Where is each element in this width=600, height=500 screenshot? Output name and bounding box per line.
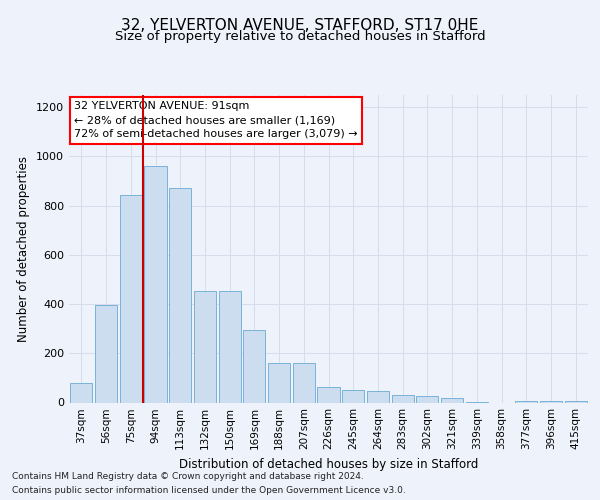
X-axis label: Distribution of detached houses by size in Stafford: Distribution of detached houses by size …: [179, 458, 478, 471]
Bar: [119, 194, 142, 402]
Bar: [540, 400, 562, 402]
Text: Contains HM Land Registry data © Crown copyright and database right 2024.: Contains HM Land Registry data © Crown c…: [12, 472, 364, 481]
Bar: [243, 330, 265, 402]
Bar: [293, 363, 315, 403]
Bar: [317, 386, 340, 402]
Bar: [268, 363, 290, 403]
Bar: [416, 396, 439, 402]
Text: Contains public sector information licensed under the Open Government Licence v3: Contains public sector information licen…: [12, 486, 406, 495]
Y-axis label: Number of detached properties: Number of detached properties: [17, 156, 31, 342]
Bar: [441, 398, 463, 402]
Text: 32 YELVERTON AVENUE: 91sqm
← 28% of detached houses are smaller (1,169)
72% of s: 32 YELVERTON AVENUE: 91sqm ← 28% of deta…: [74, 101, 358, 139]
Bar: [367, 392, 389, 402]
Bar: [145, 166, 167, 402]
Bar: [218, 290, 241, 403]
Bar: [565, 400, 587, 402]
Bar: [95, 306, 117, 402]
Bar: [342, 390, 364, 402]
Text: 32, YELVERTON AVENUE, STAFFORD, ST17 0HE: 32, YELVERTON AVENUE, STAFFORD, ST17 0HE: [121, 18, 479, 32]
Bar: [515, 400, 538, 402]
Text: Size of property relative to detached houses in Stafford: Size of property relative to detached ho…: [115, 30, 485, 43]
Bar: [194, 290, 216, 403]
Bar: [392, 395, 414, 402]
Bar: [70, 383, 92, 402]
Bar: [169, 188, 191, 402]
